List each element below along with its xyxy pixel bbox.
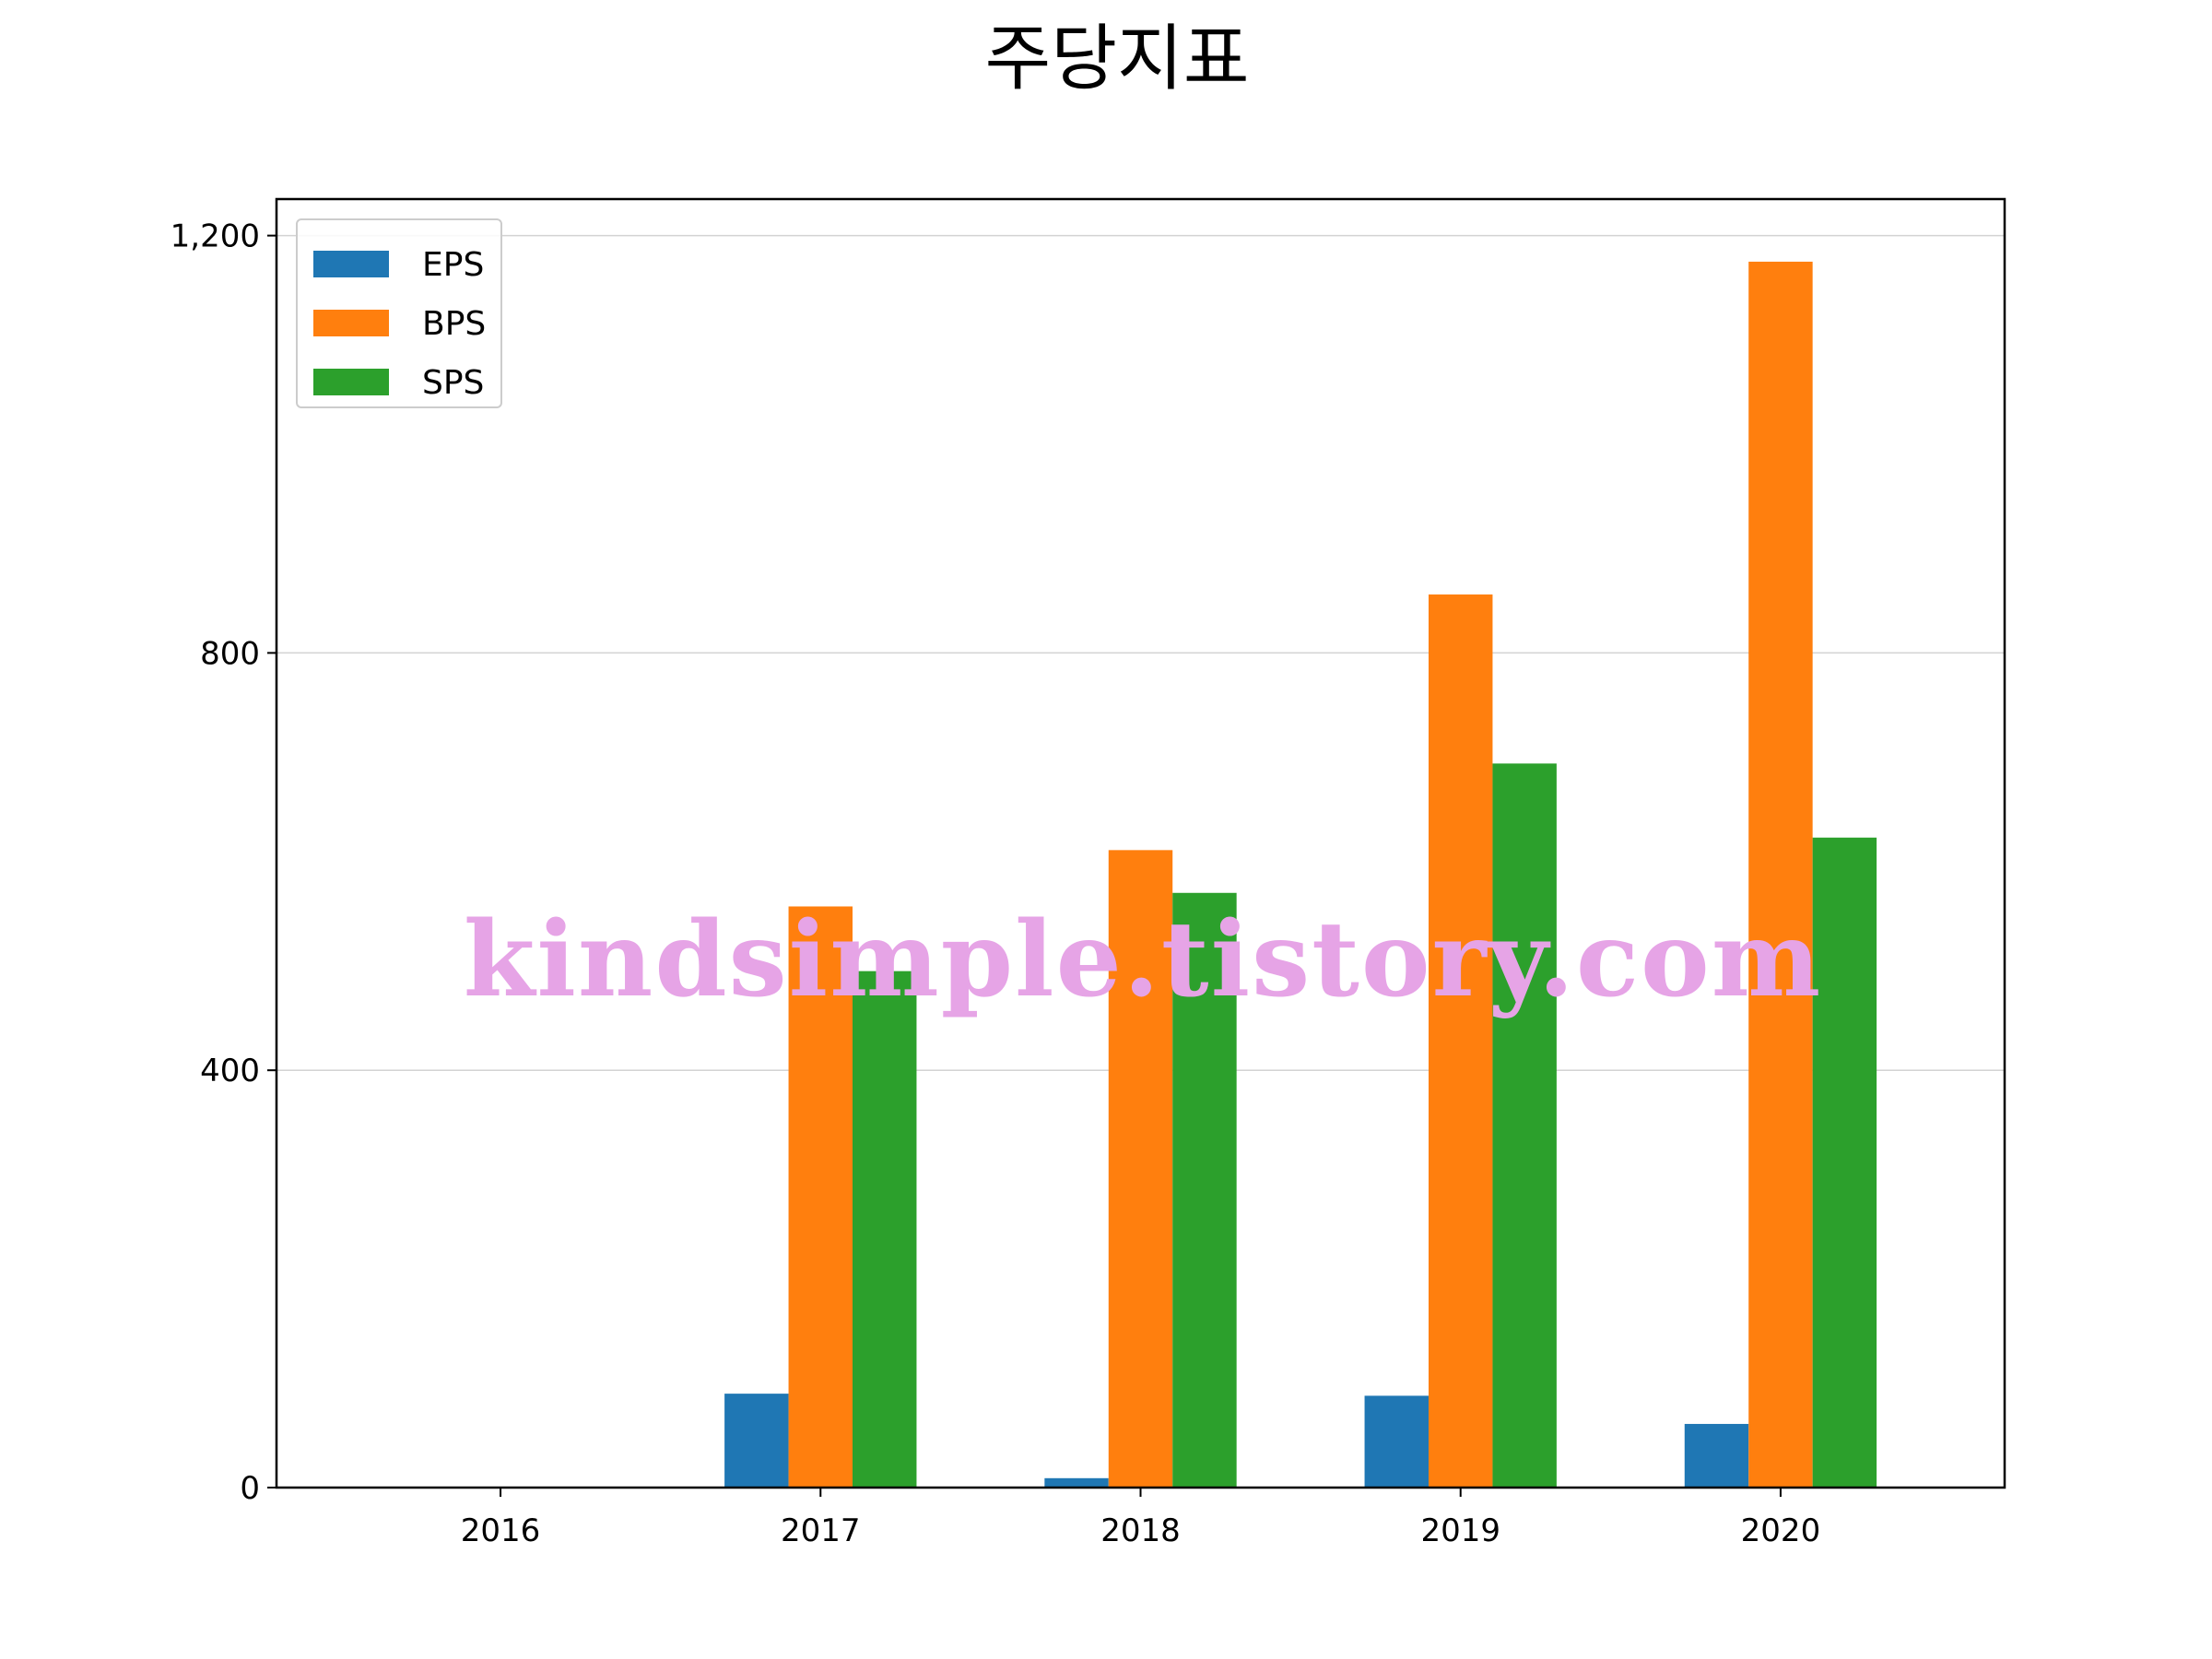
x-tick-label: 2020: [1741, 1512, 1821, 1549]
y-tick-label: 800: [200, 635, 260, 672]
legend-label-bps: BPS: [422, 305, 486, 343]
bars: [724, 261, 1877, 1488]
x-tick-label: 2016: [461, 1512, 541, 1549]
x-tick-label: 2018: [1100, 1512, 1181, 1549]
y-tick-label: 0: [240, 1470, 260, 1507]
legend-label-eps: EPS: [422, 246, 484, 284]
legend-swatch-bps: [313, 310, 389, 336]
watermark: kindsimple.tistory.com: [464, 900, 1823, 1020]
bar-bps-2020: [1748, 261, 1813, 1488]
bar-bps-2017: [788, 906, 853, 1488]
bar-sps-2020: [1812, 837, 1877, 1488]
bar-eps-2018: [1044, 1477, 1109, 1488]
legend-swatch-sps: [313, 369, 389, 395]
bar-eps-2020: [1684, 1423, 1749, 1488]
bar-sps-2019: [1492, 763, 1557, 1488]
y-tick-label: 1,200: [171, 218, 260, 255]
bar-eps-2019: [1364, 1395, 1429, 1488]
bar-sps-2017: [853, 971, 917, 1488]
x-tick-label: 2019: [1420, 1512, 1500, 1549]
y-tick-label: 400: [200, 1053, 260, 1089]
bar-eps-2017: [724, 1394, 789, 1488]
bar-sps-2018: [1172, 892, 1237, 1488]
x-tick-label: 2017: [781, 1512, 861, 1549]
legend-swatch-eps: [313, 251, 389, 277]
y-axis: 0 400 800 1,200: [171, 218, 276, 1507]
chart-title: 주당지표: [984, 18, 1249, 100]
bar-bps-2019: [1429, 594, 1493, 1488]
legend: EPS BPS SPS: [296, 218, 502, 408]
legend-label-sps: SPS: [422, 364, 484, 402]
x-axis: 2016 2017 2018 2019 2020: [461, 1488, 1820, 1549]
bar-bps-2018: [1108, 850, 1173, 1488]
